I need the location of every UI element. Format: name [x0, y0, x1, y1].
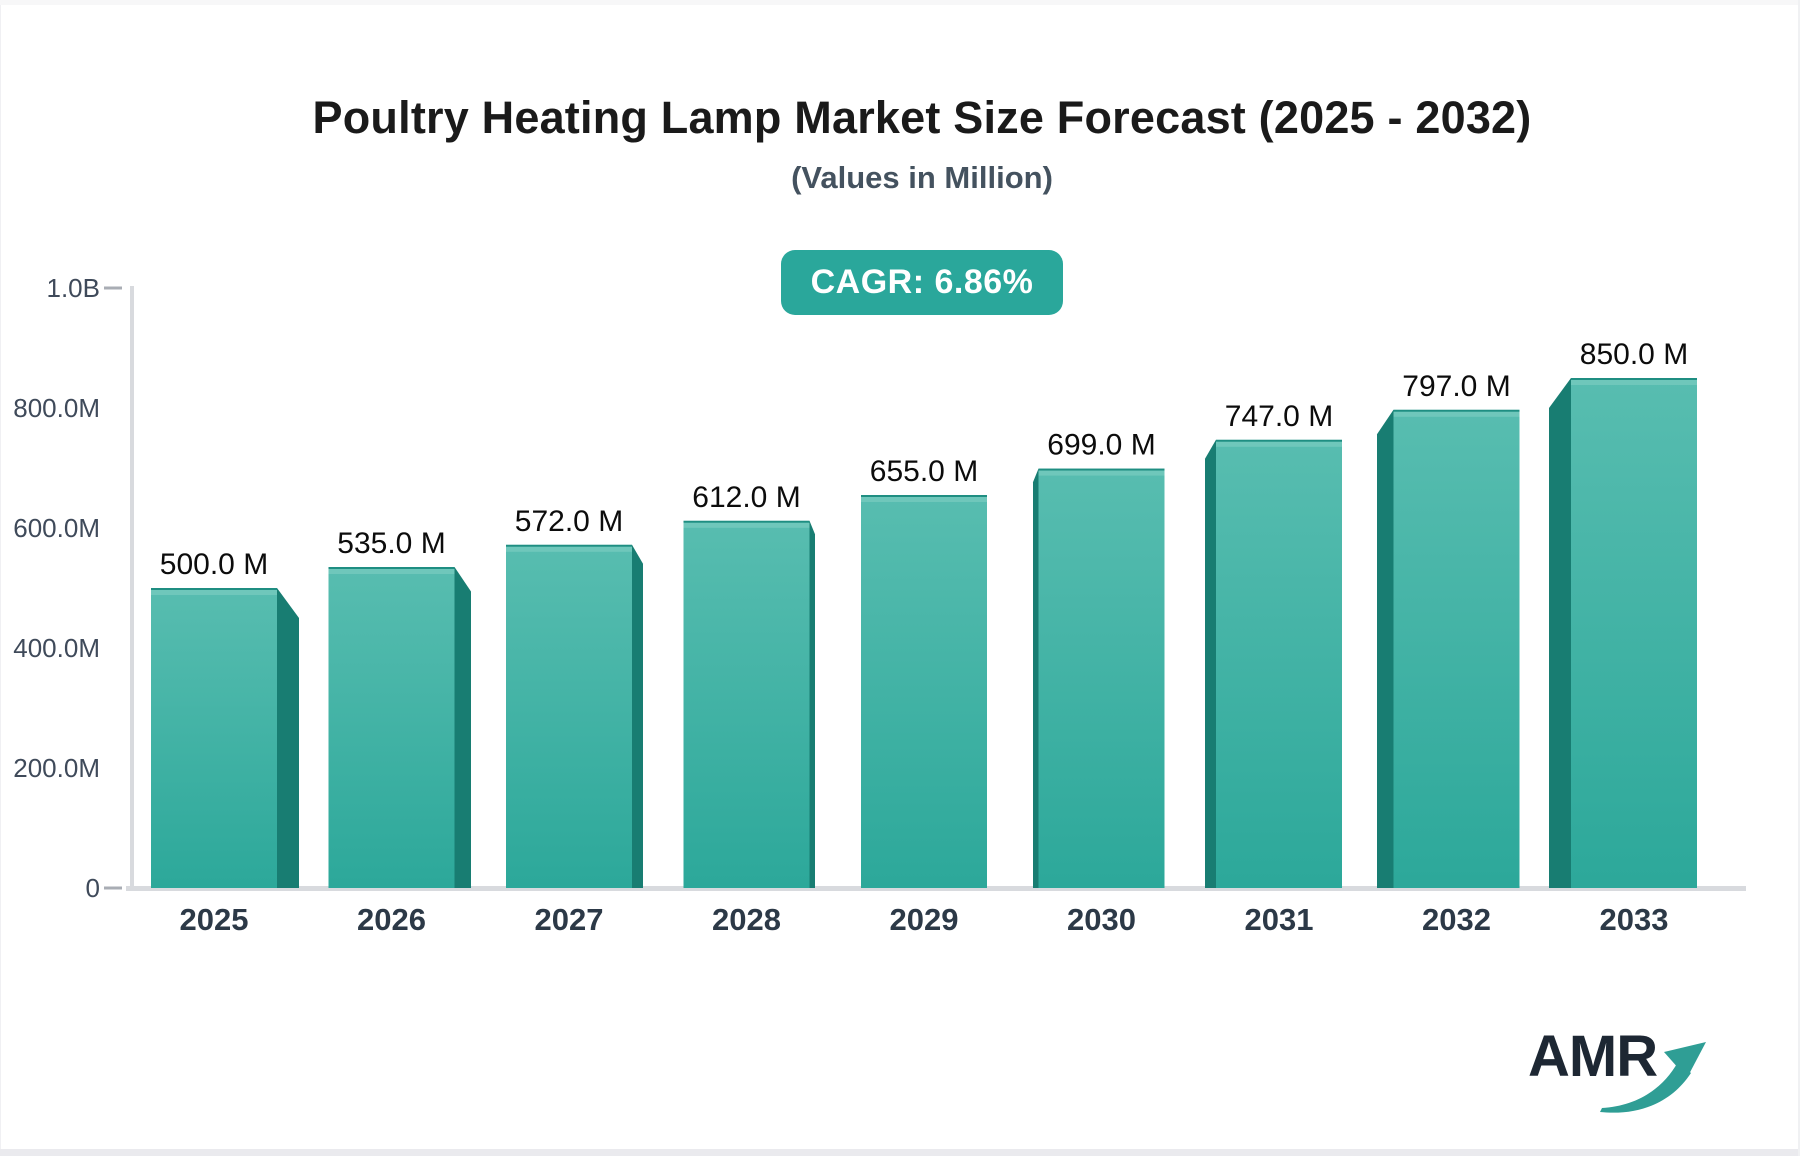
bar-top-edge [861, 495, 987, 497]
bar-group-2033: 850.0 M 2033 [1549, 338, 1697, 937]
growth-arrow-icon [1600, 1042, 1706, 1113]
bar-side-face [1549, 378, 1571, 888]
y-axis-tick-dash [104, 886, 122, 890]
bar-top-edge [683, 520, 810, 523]
y-axis-label: 200.0M [13, 753, 100, 783]
x-axis-label: 2028 [712, 902, 781, 937]
bar-top-edge [1393, 409, 1520, 412]
bar-group-2031: 747.0 M 2031 [1205, 400, 1342, 937]
page-top-border [0, 0, 1800, 5]
x-axis-label: 2030 [1067, 902, 1136, 937]
brand-logo-text: AMR [1528, 1024, 1658, 1089]
bar-front-face [151, 588, 277, 888]
bar-top-highlight [328, 569, 455, 574]
x-axis-baseline [126, 886, 1746, 891]
bar-side-face [454, 567, 471, 888]
bar-value-label: 655.0 M [870, 455, 978, 488]
bar-top-highlight [151, 590, 277, 595]
page-bottom-border [0, 1149, 1800, 1156]
bar-front-face [1216, 439, 1342, 888]
bar-top-highlight [1571, 380, 1697, 385]
bar-front-face [328, 567, 455, 888]
y-axis-label: 0 [86, 873, 100, 903]
bar-group-2032: 797.0 M 2032 [1377, 370, 1520, 937]
bar-side-face [1377, 409, 1394, 888]
bar-group-2030: 699.0 M 2030 [1033, 429, 1165, 937]
bar-front-face [1393, 409, 1520, 888]
x-axis-label: 2029 [890, 902, 959, 937]
bar-top-edge [151, 588, 277, 590]
bar-side-face [1033, 468, 1039, 888]
bar-top-highlight [683, 522, 810, 528]
chart-title: Poultry Heating Lamp Market Size Forecas… [312, 92, 1532, 143]
bar-front-face [1571, 378, 1697, 888]
bar-top-highlight [861, 497, 987, 502]
bar-value-label: 535.0 M [337, 527, 445, 560]
bar-top-edge [328, 567, 455, 569]
bar-group-2028: 612.0 M 2028 [683, 481, 815, 937]
y-axis-label: 600.0M [13, 513, 100, 543]
bar-group-2026: 535.0 M 2026 [328, 527, 471, 937]
chart-subtitle: (Values in Million) [791, 159, 1053, 195]
chart-header: Poultry Heating Lamp Market Size Forecas… [22, 0, 1800, 315]
bar-value-label: 612.0 M [692, 481, 800, 514]
bar-front-face [1038, 468, 1165, 888]
bar-side-face [809, 520, 815, 888]
cagr-badge: CAGR: 6.86% [780, 249, 1064, 315]
bar-top-highlight [506, 546, 632, 552]
y-axis-tick-dash [104, 286, 122, 290]
bar-value-label: 850.0 M [1580, 338, 1688, 371]
x-axis-label: 2025 [180, 902, 249, 937]
page-right-border [1798, 0, 1800, 1156]
bar-top-edge [506, 544, 632, 547]
bar-top-edge [1038, 468, 1165, 471]
brand-logo: AMR [1528, 1028, 1718, 1118]
bar-value-label: 699.0 M [1047, 429, 1155, 462]
bar-value-label: 747.0 M [1225, 400, 1333, 433]
bar-group-2025: 500.0 M 2025 [151, 548, 299, 937]
bar-value-label: 797.0 M [1402, 370, 1510, 403]
bar-side-face [632, 544, 643, 888]
bar-side-face [277, 588, 299, 888]
y-axis-label: 800.0M [13, 393, 100, 423]
x-axis-label: 2026 [357, 902, 426, 937]
bar-front-face [506, 544, 632, 888]
y-axis-line [130, 286, 134, 890]
bar-front-face [683, 520, 810, 888]
bar-front-face [861, 495, 987, 888]
bar-top-edge [1216, 439, 1342, 442]
bar-side-face [1205, 439, 1216, 888]
bar-value-label: 500.0 M [160, 548, 268, 581]
bar-top-highlight [1393, 411, 1520, 417]
bar-top-highlight [1216, 441, 1342, 447]
x-axis-label: 2033 [1600, 902, 1669, 937]
bar-group-2027: 572.0 M 2027 [506, 505, 643, 937]
x-axis-label: 2031 [1245, 902, 1314, 937]
bar-top-highlight [1038, 470, 1165, 476]
x-axis-label: 2027 [535, 902, 604, 937]
bar-value-label: 572.0 M [515, 505, 623, 538]
y-axis-label: 1.0B [47, 273, 101, 303]
x-axis-label: 2032 [1422, 902, 1491, 937]
y-axis-label: 400.0M [13, 633, 100, 663]
bar-group-2029: 655.0 M 2029 [861, 455, 987, 937]
bar-top-edge [1571, 378, 1697, 380]
